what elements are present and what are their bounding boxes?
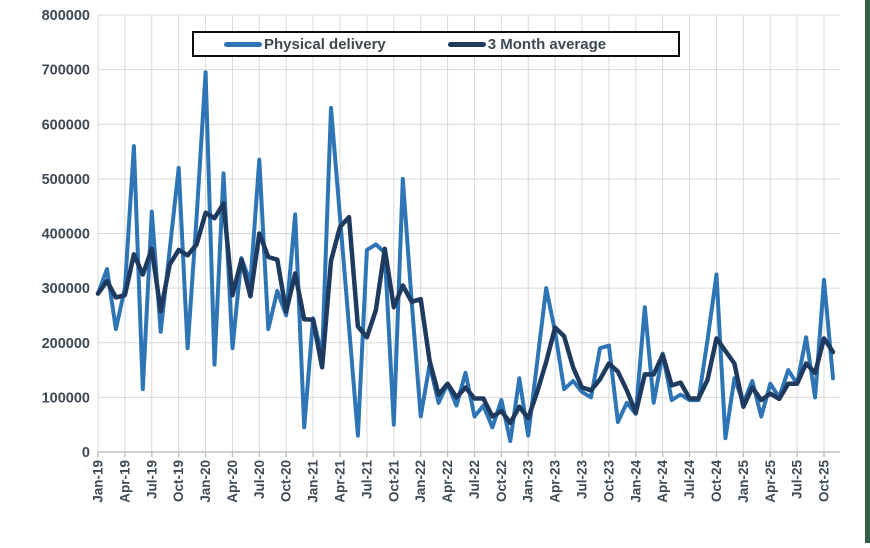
y-tick-label: 400000 [42,227,90,243]
legend-label-3-month-average: 3 Month average [487,35,607,53]
page-right-green-border [865,0,870,543]
x-tick-label: Jul-24 [682,460,697,500]
legend-item-3-month-average: 3 Month average [447,35,607,53]
x-tick-label: Apr-19 [117,460,132,503]
x-tick-label: Oct-19 [171,460,186,502]
x-tick-label: Jul-23 [575,460,590,500]
x-tick-label: Jul-21 [359,460,374,500]
x-axis-line [97,451,840,457]
y-tick-label: 100000 [42,390,90,406]
x-tick-label: Jan-21 [306,460,321,503]
x-tick-label: Jul-22 [467,460,482,499]
y-tick-label: 800000 [42,8,90,24]
x-tick-label: Jan-24 [628,460,643,503]
x-tick-label: Apr-20 [225,460,240,503]
x-tick-label: Jul-19 [144,460,159,499]
x-tick-label: Oct-23 [601,460,616,503]
three-month-average-line-swatch [447,41,486,47]
y-tick-label: 0 [82,445,90,461]
y-axis-tick-labels: 0 100000 200000 300000 400000 500000 600000 700… [42,8,90,461]
three-month-average-line [95,201,836,426]
series-lines [95,70,836,444]
x-axis-tick-labels: Jan-19 Apr-19 Jul-19 Oct-19 Jan-20 Apr-20 Jul-… [91,460,832,503]
x-tick-label: Apr-23 [548,460,563,503]
y-tick-label: 700000 [42,63,90,79]
x-tick-label: Apr-24 [655,460,670,503]
x-tick-label: Jan-19 [91,460,106,503]
x-tick-label: Jan-25 [736,460,751,503]
legend-label-physical-delivery: Physical delivery [264,35,386,53]
y-tick-label: 500000 [42,172,90,188]
physical-delivery-line-swatch [224,41,262,47]
y-tick-label: 200000 [42,336,90,352]
x-tick-label: Oct-20 [279,460,294,502]
legend-item-physical-delivery: Physical delivery [224,36,386,53]
legend: Physical delivery 3 Month average [192,31,680,57]
x-tick-label: Jul-20 [252,460,267,499]
x-tick-label: Apr-21 [333,460,348,503]
x-tick-label: Jan-23 [521,460,536,503]
x-tick-label: Oct-22 [494,460,509,502]
x-tick-label: Jan-22 [413,460,428,503]
x-tick-label: Jul-25 [790,460,805,500]
x-tick-label: Apr-22 [440,460,455,503]
x-tick-label: Oct-24 [709,460,724,503]
physical-delivery-line [96,70,835,444]
x-tick-label: Oct-25 [817,460,832,503]
x-tick-label: Oct-21 [386,460,401,503]
x-tick-label: Apr-25 [763,460,778,503]
y-tick-label: 600000 [42,117,90,133]
x-tick-label: Jan-20 [198,460,213,503]
y-tick-label: 300000 [42,281,90,297]
